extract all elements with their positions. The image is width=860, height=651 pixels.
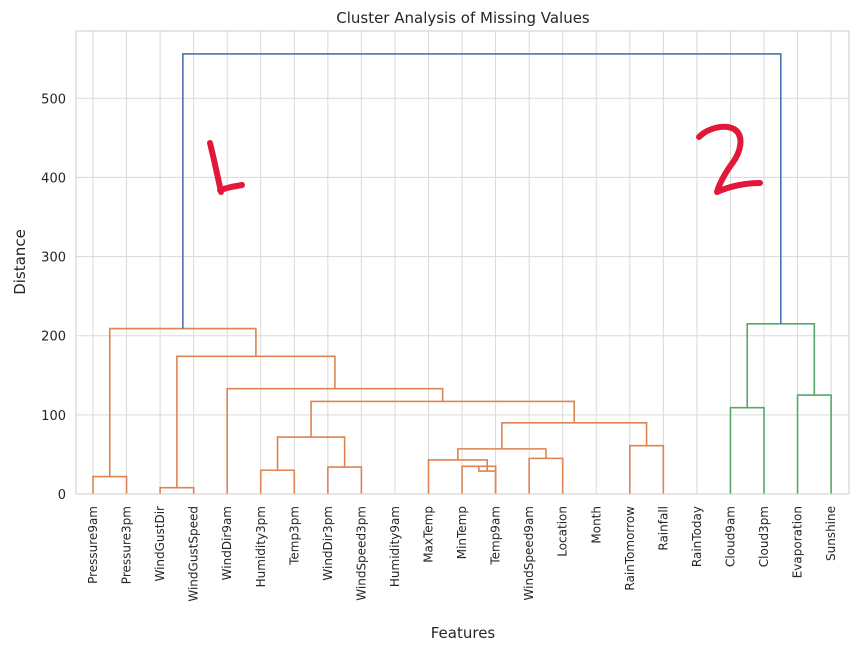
dendrogram-link <box>226 387 444 494</box>
dendrogram-link <box>729 406 765 494</box>
dendrogram-link <box>259 469 296 494</box>
grid-layer <box>76 31 849 495</box>
x-tick-label: Pressure9am <box>86 506 100 584</box>
y-tick-label: 100 <box>41 409 66 424</box>
y-tick-label: 200 <box>41 330 66 345</box>
x-tick-label: MinTemp <box>455 506 469 559</box>
x-tick-labels: Pressure9am Pressure3pm WindGustDir WindGus… <box>86 506 838 602</box>
annotation-2 <box>696 123 763 195</box>
plot-frame <box>75 30 850 495</box>
x-tick-label: WindSpeed3pm <box>354 506 368 601</box>
x-tick-label: Month <box>589 506 603 544</box>
x-tick-label: Cloud3pm <box>757 506 771 567</box>
dendrogram-link <box>92 475 128 494</box>
annotation-1-stroke <box>207 140 245 195</box>
dendrogram-link <box>327 466 363 494</box>
x-tick-label: WindGustDir <box>153 506 167 582</box>
x-tick-label: Sunshine <box>824 506 838 561</box>
x-tick-label: MaxTemp <box>422 506 436 563</box>
x-tick-label: Location <box>556 506 570 557</box>
x-tick-label: WindSpeed9am <box>522 506 536 600</box>
x-tick-label: Humidity3pm <box>254 506 268 587</box>
y-axis-label: Distance <box>11 229 29 295</box>
dendrogram-link <box>629 444 665 494</box>
x-tick-label: RainTomorrow <box>623 506 637 591</box>
chart-title: Cluster Analysis of Missing Values <box>336 9 590 27</box>
dendrogram-link <box>427 459 489 494</box>
dendrogram-link <box>528 457 564 494</box>
y-tick-label: 400 <box>41 171 66 186</box>
dendrogram-link <box>746 323 816 408</box>
y-tick-label: 0 <box>58 488 66 503</box>
x-tick-label: Rainfall <box>656 506 670 551</box>
x-tick-label: RainToday <box>690 506 704 567</box>
dendrogram-link <box>478 466 497 494</box>
dendrogram-link <box>276 436 346 471</box>
dendrogram-link <box>501 421 648 449</box>
x-axis-label: Features <box>431 624 496 642</box>
y-tick-labels: 0 100 200 300 400 500 <box>41 92 66 503</box>
annotation-2-stroke <box>696 123 763 195</box>
y-tick-label: 300 <box>41 251 66 266</box>
x-tick-label: Cloud9am <box>723 506 737 567</box>
x-tick-label: WindDir9am <box>220 506 234 580</box>
dendrogram-link <box>796 394 832 494</box>
dendrogram-link <box>108 327 257 477</box>
x-tick-label: Temp3pm <box>287 506 301 566</box>
y-tick-label: 500 <box>41 92 66 107</box>
x-tick-label: Humidity9am <box>388 506 402 587</box>
x-tick-label: Evaporation <box>791 506 805 578</box>
dendrogram-link <box>182 53 782 329</box>
x-tick-label: Pressure3pm <box>120 506 134 584</box>
dendrogram-link <box>310 400 576 438</box>
dendrogram-links <box>92 53 832 494</box>
annotation-1 <box>207 140 245 195</box>
x-tick-label: WindDir3pm <box>321 506 335 581</box>
dendrogram-link <box>159 486 195 494</box>
x-tick-label: Temp9am <box>489 506 503 566</box>
x-tick-label: WindGustSpeed <box>187 506 201 602</box>
